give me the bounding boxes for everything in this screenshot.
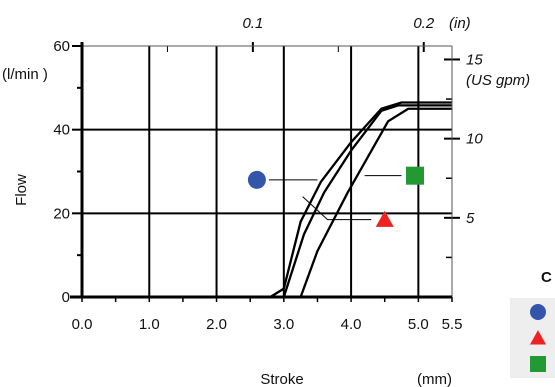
legend-marker-triangle — [530, 330, 546, 345]
callout-marker-circle — [247, 170, 266, 189]
callout-leader-triangle — [302, 196, 372, 221]
x-tick-label: 3.0 — [273, 316, 294, 333]
series-callouts — [247, 166, 424, 227]
x-tick-label: 0.0 — [72, 316, 93, 333]
y-axis-unit: (l/min ) — [2, 66, 48, 83]
x2-axis-unit: (in) — [449, 15, 471, 32]
callout-marker-square — [406, 166, 424, 185]
y-tick-label: 60 — [53, 38, 70, 55]
x-tick-label: 5.0 — [408, 316, 429, 333]
series-square-line — [82, 107, 452, 299]
axis-ticks: 0 20 40 60 0.0 1.0 2.0 3.0 4.0 5.0 5.5 5 10 15 0.1 0.2 — [53, 15, 483, 333]
y-tick-label: 0 — [62, 289, 70, 306]
x-tick-label: 4.0 — [341, 316, 362, 333]
series-lines — [82, 101, 452, 299]
y-tick-label: 40 — [53, 122, 70, 139]
y-axis-label: Flow — [13, 174, 30, 206]
x-axis-label: Stroke — [260, 371, 303, 387]
callout-marker-triangle — [375, 210, 394, 227]
legend-marker-circle — [530, 304, 546, 320]
series-circle-line — [82, 101, 452, 299]
legend-marker-square — [530, 356, 546, 372]
legend: C — [510, 269, 555, 378]
x-tick-label: 2.0 — [206, 316, 227, 333]
plot-frame — [70, 42, 453, 299]
y2-axis-unit: (US gpm) — [466, 72, 530, 89]
x-tick-label: 5.5 — [442, 316, 463, 333]
y2-tick-label: 15 — [466, 51, 483, 68]
y-tick-label: 20 — [53, 205, 70, 222]
axis-labels: Flow (l/min ) (US gpm) (in) Stroke (mm) — [2, 15, 530, 387]
y2-tick-label: 5 — [466, 210, 475, 227]
grid — [82, 46, 452, 297]
legend-heading: C — [541, 269, 552, 286]
x-tick-label: 1.0 — [139, 316, 160, 333]
y2-tick-label: 10 — [466, 131, 483, 148]
x2-tick-label: 0.1 — [242, 15, 263, 32]
x-axis-unit: (mm) — [417, 371, 452, 387]
series-triangle-line — [82, 104, 452, 299]
x2-tick-label: 0.2 — [413, 15, 435, 32]
